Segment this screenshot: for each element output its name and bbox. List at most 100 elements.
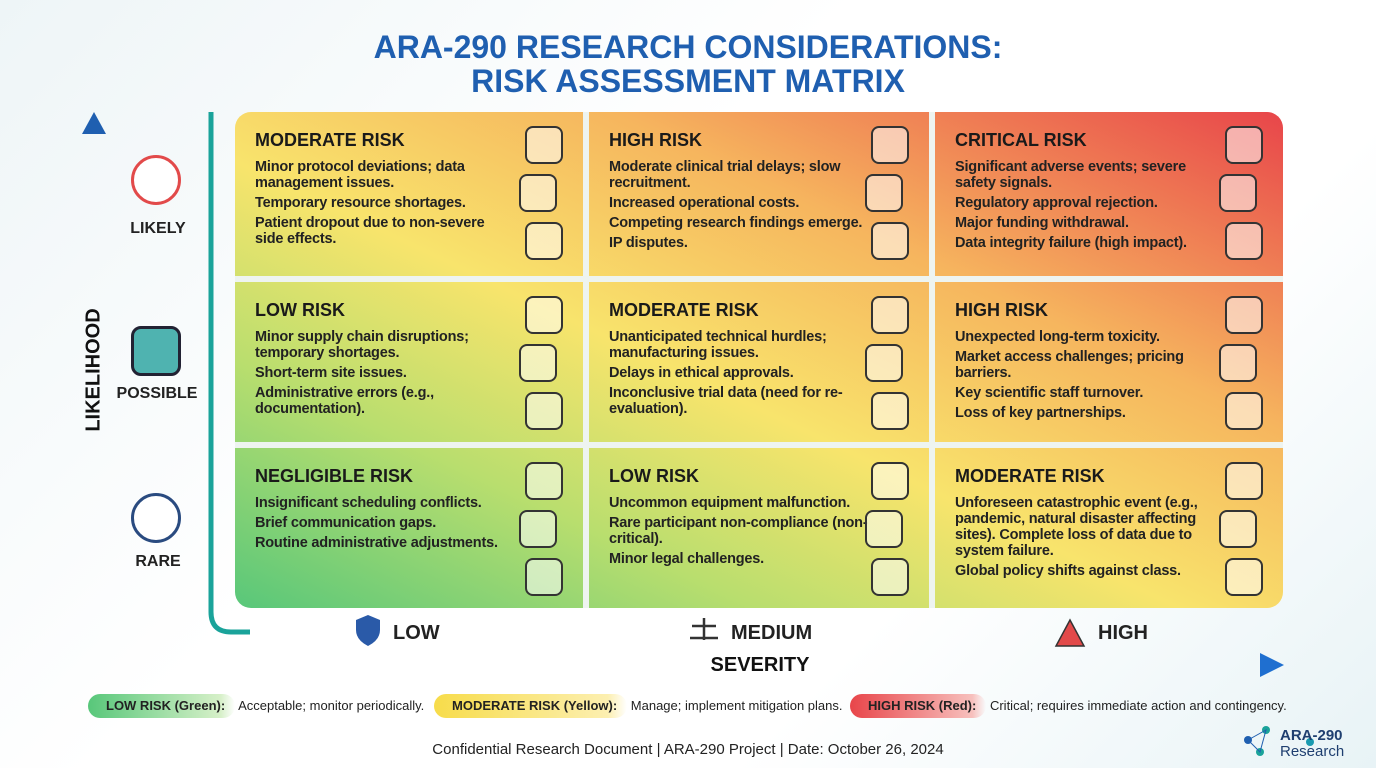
- icon: [1225, 222, 1263, 260]
- risk-item: Temporary resource shortages.: [255, 195, 466, 211]
- risk-cell: LOW RISK Uncommon equipment malfunction. R…: [589, 448, 929, 608]
- risk-heading: MODERATE RISK: [609, 300, 759, 320]
- risk-item: Minor legal challenges.: [609, 551, 764, 567]
- severity-level: LOW: [393, 622, 440, 644]
- icon: [871, 392, 909, 430]
- risk-item: Minor protocol deviations; data manageme…: [255, 159, 465, 191]
- risk-heading: NEGLIGIBLE RISK: [255, 466, 414, 486]
- icon: [525, 462, 563, 500]
- y-arrow-head: [82, 112, 106, 134]
- icon: [525, 392, 563, 430]
- icon: [871, 222, 909, 260]
- legend-label: HIGH RISK (Red):: [850, 694, 987, 718]
- legend-item: LOW RISK (Green): Acceptable; monitor pe…: [88, 694, 424, 718]
- risk-item: Unforeseen catastrophic event (e.g., pan…: [955, 495, 1198, 559]
- risk-item: Unexpected long-term toxicity.: [955, 329, 1160, 345]
- bracket: [208, 112, 250, 635]
- risk-item: Global policy shifts against class.: [955, 563, 1181, 579]
- risk-cell: LOW RISK Minor supply chain disruptions; …: [235, 282, 583, 442]
- icon: [871, 558, 909, 596]
- level-icon: [131, 493, 181, 543]
- risk-item: Unanticipated technical hurdles; manufac…: [609, 329, 827, 361]
- legend-label: LOW RISK (Green):: [88, 694, 236, 718]
- legend-text: Acceptable; monitor periodically.: [238, 698, 425, 713]
- risk-cell: NEGLIGIBLE RISK Insignificant scheduling …: [235, 448, 583, 608]
- risk-heading: HIGH RISK: [609, 130, 703, 150]
- likelihood-level: POSSIBLE: [116, 385, 198, 402]
- icon: [871, 462, 909, 500]
- scale-icon: [690, 618, 718, 640]
- icon: [1219, 174, 1257, 212]
- divider: [583, 112, 589, 608]
- legend-text: Critical; requires immediate action and …: [989, 698, 1287, 713]
- risk-cell: MODERATE RISK Unforeseen catastrophic eve…: [935, 448, 1283, 608]
- logo-lines: [1247, 728, 1267, 753]
- risk-cell: MODERATE RISK Unanticipated technical hur…: [589, 282, 929, 442]
- footer: Confidential Research Document | ARA-290…: [432, 741, 944, 758]
- risk-matrix: MODERATE RISK Minor protocol deviations; …: [235, 112, 1283, 608]
- risk-heading: MODERATE RISK: [955, 466, 1105, 486]
- icon: [525, 126, 563, 164]
- risk-item: Routine administrative adjustments.: [255, 535, 498, 551]
- icon: [1225, 296, 1263, 334]
- divider: [235, 442, 1283, 448]
- logo-line: Research: [1280, 743, 1345, 760]
- icon: [865, 174, 903, 212]
- icon: [871, 296, 909, 334]
- risk-item: Key scientific staff turnover.: [955, 385, 1144, 401]
- logo: ARA-290 Research: [1280, 728, 1344, 760]
- icon: [871, 126, 909, 164]
- risk-item: Minor supply chain disruptions; temporar…: [255, 329, 469, 361]
- risk-cell: HIGH RISK Unexpected long-term toxicity. M…: [935, 282, 1283, 442]
- risk-item: Insignificant scheduling conflicts.: [255, 495, 482, 511]
- risk-item: Inconclusive trial data (need for re-eva…: [609, 385, 843, 417]
- hazard-icon: [1054, 618, 1086, 647]
- risk-item: Rare participant non-compliance (non-cri…: [609, 515, 868, 547]
- risk-item: Market access challenges; pricing barrie…: [955, 349, 1184, 381]
- icon: [519, 174, 557, 212]
- y-axis-label-box: LIKELIHOOD: [62, 295, 126, 445]
- risk-item: Major funding withdrawal.: [955, 215, 1129, 231]
- risk-heading: MODERATE RISK: [255, 130, 405, 150]
- risk-item: Loss of key partnerships.: [955, 405, 1126, 421]
- icon: [519, 510, 557, 548]
- risk-item: IP disputes.: [609, 235, 688, 251]
- legend-label: MODERATE RISK (Yellow):: [434, 694, 628, 718]
- shield-icon: [356, 615, 380, 646]
- risk-cell: CRITICAL RISK Significant adverse events;…: [935, 112, 1283, 276]
- risk-item: Regulatory approval rejection.: [955, 195, 1158, 211]
- likelihood-level: RARE: [135, 553, 181, 570]
- divider: [929, 112, 935, 608]
- risk-item: Brief communication gaps.: [255, 515, 437, 531]
- risk-item: Moderate clinical trial delays; slow rec…: [609, 159, 841, 191]
- title: ARA-290 RESEARCH CONSIDERATIONS: RISK AS…: [0, 30, 1376, 98]
- risk-cell: HIGH RISK Moderate clinical trial delays;…: [589, 112, 929, 276]
- x-axis-label: SEVERITY: [710, 654, 810, 676]
- x-arrow-head: [1260, 653, 1284, 677]
- risk-cell: MODERATE RISK Minor protocol deviations; …: [235, 112, 583, 276]
- icon: [1225, 392, 1263, 430]
- icon: [865, 510, 903, 548]
- risk-item: Delays in ethical approvals.: [609, 365, 794, 381]
- icon: [1219, 344, 1257, 382]
- icon: [1219, 510, 1257, 548]
- title-line: ARA-290 RESEARCH CONSIDERATIONS:: [373, 29, 1003, 65]
- likelihood-level: LIKELY: [130, 220, 186, 237]
- risk-item: Significant adverse events; severe safet…: [955, 159, 1186, 191]
- risk-item: Competing research findings emerge.: [609, 215, 863, 231]
- logo-line: ARA-290: [1280, 727, 1343, 744]
- risk-item: Data integrity failure (high impact).: [955, 235, 1187, 251]
- risk-heading: LOW RISK: [609, 466, 699, 486]
- severity-level: MEDIUM: [731, 622, 813, 644]
- legend-item: MODERATE RISK (Yellow): Manage; implemen…: [434, 694, 843, 718]
- risk-item: Uncommon equipment malfunction.: [609, 495, 851, 511]
- risk-heading: HIGH RISK: [955, 300, 1049, 320]
- risk-item: Short-term site issues.: [255, 365, 407, 381]
- icon: [525, 558, 563, 596]
- legend-item: HIGH RISK (Red): Critical; requires imme…: [850, 694, 1287, 718]
- risk-item: Patient dropout due to non-severe side e…: [255, 215, 485, 247]
- divider: [235, 276, 1283, 282]
